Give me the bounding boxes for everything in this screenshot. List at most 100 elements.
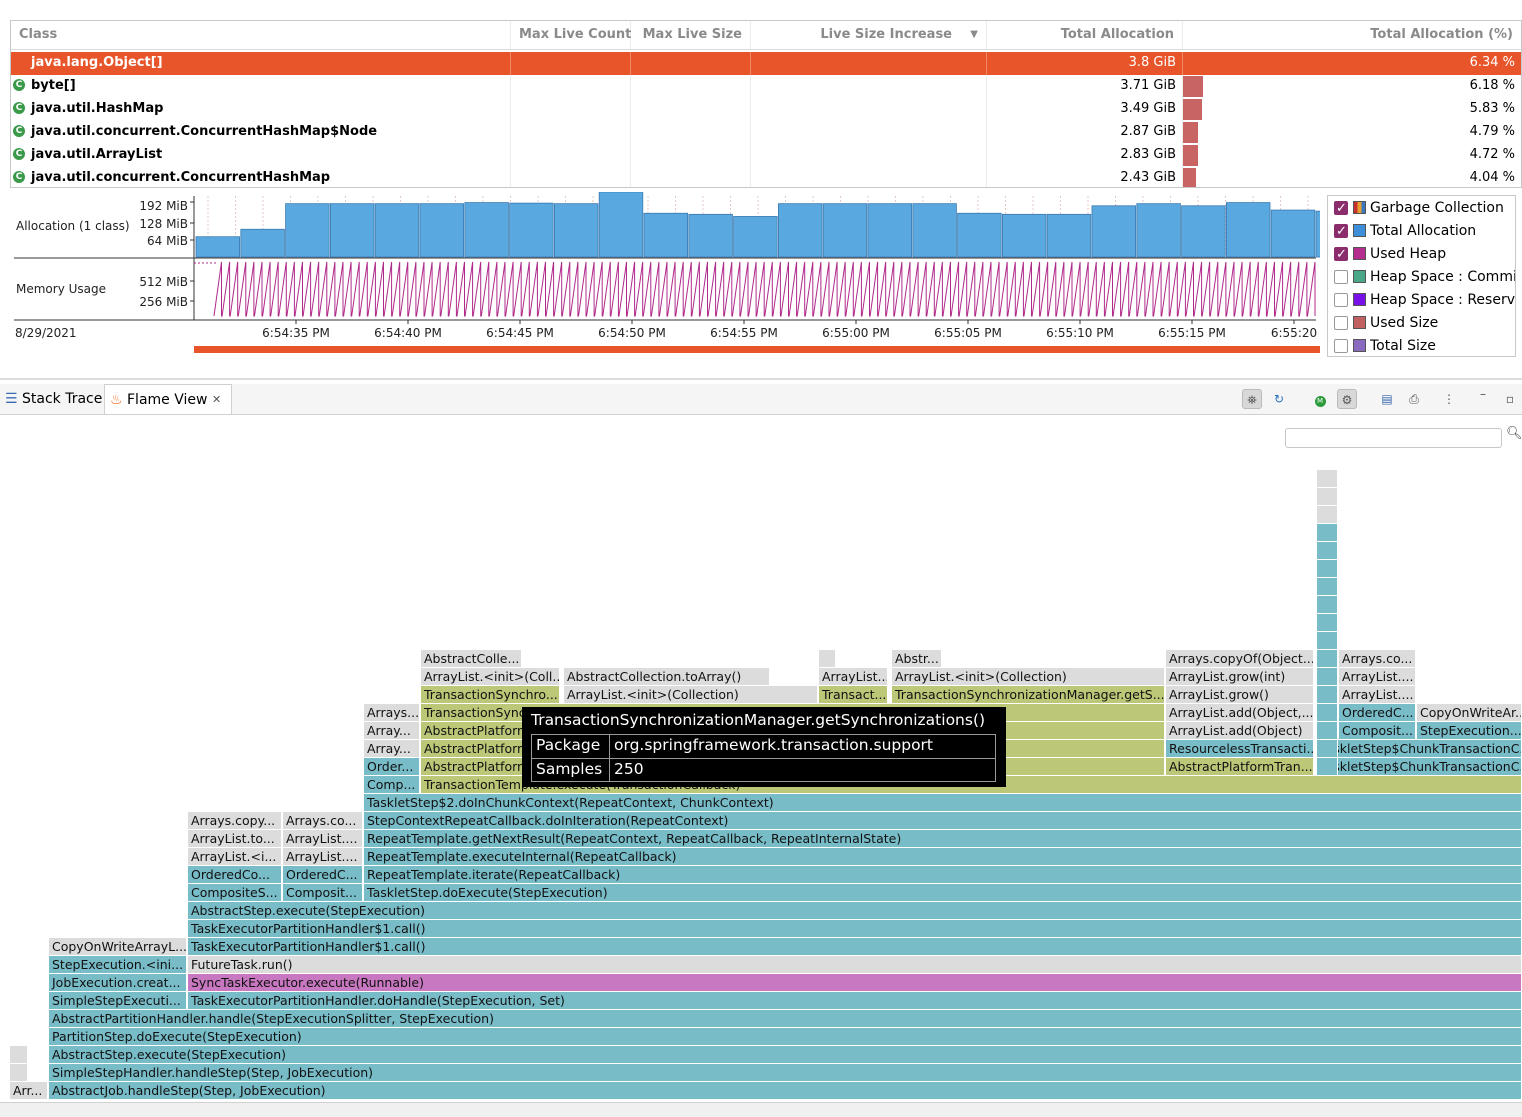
legend-checkbox[interactable] — [1334, 245, 1348, 265]
flame-frame[interactable]: ArrayList.<init>(Collection) — [892, 668, 1165, 685]
flame-frame[interactable]: ArrayList.... — [283, 830, 363, 847]
view-divider[interactable] — [0, 378, 1522, 380]
flame-frame[interactable]: TaskletStep$ChunkTransactionC... — [1317, 740, 1522, 757]
flame-frame[interactable]: ArrayList.... — [1339, 686, 1416, 703]
flame-frame[interactable]: Arrays.copyOf(Object... — [1166, 650, 1314, 667]
flame-frame[interactable] — [1317, 488, 1338, 505]
flame-frame[interactable]: TaskExecutorPartitionHandler$1.call() — [188, 938, 1522, 955]
flame-frame[interactable]: ArrayList.to... — [188, 830, 282, 847]
flame-frame[interactable]: ArrayList... — [819, 668, 888, 685]
flame-frame[interactable] — [1317, 560, 1338, 577]
flame-frame[interactable]: ArrayList.grow() — [1166, 686, 1314, 703]
flame-frame[interactable] — [1317, 650, 1338, 667]
flame-frame[interactable]: Comp... — [364, 776, 420, 793]
flame-frame[interactable]: ArrayList.... — [1339, 668, 1416, 685]
flame-frame[interactable]: Order... — [364, 758, 420, 775]
flame-search-input[interactable] — [1285, 428, 1502, 448]
more-options-icon[interactable]: ⋮ — [1443, 392, 1455, 406]
print-icon[interactable]: ⎙ — [1409, 392, 1419, 406]
flame-frame[interactable]: ArrayList.add(Object) — [1166, 722, 1314, 739]
flame-frame[interactable]: RepeatTemplate.getNextResult(RepeatConte… — [364, 830, 1522, 847]
flame-frame[interactable] — [1317, 596, 1338, 613]
flame-frame[interactable] — [10, 1046, 28, 1063]
flame-frame[interactable]: Array... — [364, 722, 420, 739]
flame-frame[interactable]: CompositeS... — [188, 884, 282, 901]
flame-frame[interactable]: ArrayList.<init>(Collection) — [564, 686, 818, 703]
legend-checkbox[interactable] — [1334, 270, 1348, 284]
flame-frame[interactable]: ArrayList.... — [283, 848, 363, 865]
flame-frame[interactable]: ArrayList.grow(int) — [1166, 668, 1314, 685]
filter-icon[interactable]: ⚙ — [1337, 389, 1357, 409]
flame-frame[interactable]: TaskletStep$2.doInChunkContext(RepeatCon… — [364, 794, 1522, 811]
flame-frame[interactable]: AbstractStep.execute(StepExecution) — [188, 902, 1522, 919]
save-icon[interactable]: ▤ — [1381, 392, 1393, 406]
flame-frame[interactable] — [1317, 614, 1338, 631]
flame-frame[interactable] — [1317, 632, 1338, 649]
search-icon[interactable]: 🔍︎ — [1506, 426, 1522, 441]
flame-frame[interactable]: TaskExecutorPartitionHandler$1.call() — [188, 920, 1522, 937]
flame-frame[interactable] — [1317, 668, 1338, 685]
flame-frame[interactable] — [1317, 686, 1338, 703]
flame-frame[interactable] — [1317, 722, 1338, 739]
thread-icon[interactable]: M — [1310, 389, 1330, 409]
maximize-icon[interactable]: ▫ — [1505, 392, 1515, 406]
col-live-size-increase[interactable]: Live Size Increase ▼ — [751, 21, 987, 49]
flame-frame[interactable]: OrderedC... — [283, 866, 363, 883]
legend-checkbox[interactable] — [1334, 316, 1348, 330]
flame-frame[interactable] — [1317, 758, 1338, 775]
flame-frame[interactable]: AbstractColle... — [421, 650, 522, 667]
flame-frame[interactable]: CopyOnWriteArrayL... — [49, 938, 187, 955]
tab-stack-trace[interactable]: ☰ Stack Trace — [0, 384, 104, 414]
flame-frame[interactable] — [10, 1064, 28, 1081]
flame-frame[interactable]: ArrayList.<init>(Coll... — [421, 668, 560, 685]
flame-frame[interactable] — [1317, 704, 1338, 721]
flame-frame[interactable]: FutureTask.run() — [188, 956, 1522, 973]
flame-frame[interactable]: SimpleStepHandler.handleStep(Step, JobEx… — [49, 1064, 1522, 1081]
flame-frame[interactable]: StepExecution... — [1417, 722, 1522, 739]
flame-frame[interactable]: Arrays.copy... — [188, 812, 282, 829]
flame-frame[interactable]: Composit... — [1339, 722, 1416, 739]
flame-frame[interactable]: PartitionStep.doExecute(StepExecution) — [49, 1028, 1522, 1045]
flame-frame[interactable]: RepeatTemplate.executeInternal(RepeatCal… — [364, 848, 1522, 865]
flame-frame[interactable]: AbstractStep.execute(StepExecution) — [49, 1046, 1522, 1063]
flame-frame[interactable]: ResourcelessTransacti... — [1166, 740, 1314, 757]
legend-checkbox[interactable] — [1334, 222, 1348, 242]
legend-checkbox[interactable] — [1334, 293, 1348, 307]
flame-frame[interactable] — [1317, 542, 1338, 559]
tab-flame-view[interactable]: ♨ Flame View ✕ — [104, 384, 232, 414]
legend-checkbox[interactable] — [1334, 339, 1348, 353]
flame-frame[interactable]: AbstractCollection.toArray() — [564, 668, 770, 685]
flame-frame[interactable] — [1317, 740, 1338, 757]
close-tab-icon[interactable]: ✕ — [212, 393, 222, 406]
flame-frame[interactable] — [1317, 524, 1338, 541]
flame-frame[interactable]: RepeatTemplate.iterate(RepeatCallback) — [364, 866, 1522, 883]
flame-frame[interactable] — [819, 650, 836, 667]
col-max-live-count[interactable]: Max Live Count — [511, 21, 631, 49]
flame-frame[interactable] — [1317, 470, 1338, 487]
flame-frame[interactable]: TransactionSynchro... — [421, 686, 560, 703]
flame-frame[interactable]: ArrayList.<i... — [188, 848, 282, 865]
legend-checkbox[interactable] — [1334, 199, 1348, 219]
flame-frame[interactable]: Transact... — [819, 686, 888, 703]
refresh-icon[interactable]: ↻ — [1273, 392, 1285, 406]
flame-frame[interactable]: TaskletStep$ChunkTransactionC... — [1317, 758, 1522, 775]
col-class[interactable]: Class — [11, 21, 511, 49]
flame-frame[interactable]: OrderedC... — [1339, 704, 1416, 721]
chart-plot-area[interactable] — [10, 192, 1320, 354]
flame-frame[interactable]: StepContextRepeatCallback.doInIteration(… — [364, 812, 1522, 829]
flame-frame[interactable]: JobExecution.creat... — [49, 974, 187, 991]
flame-frame[interactable] — [1317, 578, 1338, 595]
flame-frame[interactable]: CopyOnWriteAr... — [1417, 704, 1522, 721]
flame-frame[interactable]: OrderedCo... — [188, 866, 282, 883]
col-total-allocation[interactable]: Total Allocation — [987, 21, 1183, 49]
flame-frame[interactable]: StepExecution.<ini... — [49, 956, 187, 973]
flame-frame[interactable]: ArrayList.add(Object,... — [1166, 704, 1314, 721]
flame-frame[interactable]: SimpleStepExecuti... — [49, 992, 187, 1009]
table-row[interactable]: java.lang.Object[] 3.8 GiB 6.34 % — [11, 52, 1521, 75]
flame-frame[interactable]: SyncTaskExecutor.execute(Runnable) — [188, 974, 1522, 991]
